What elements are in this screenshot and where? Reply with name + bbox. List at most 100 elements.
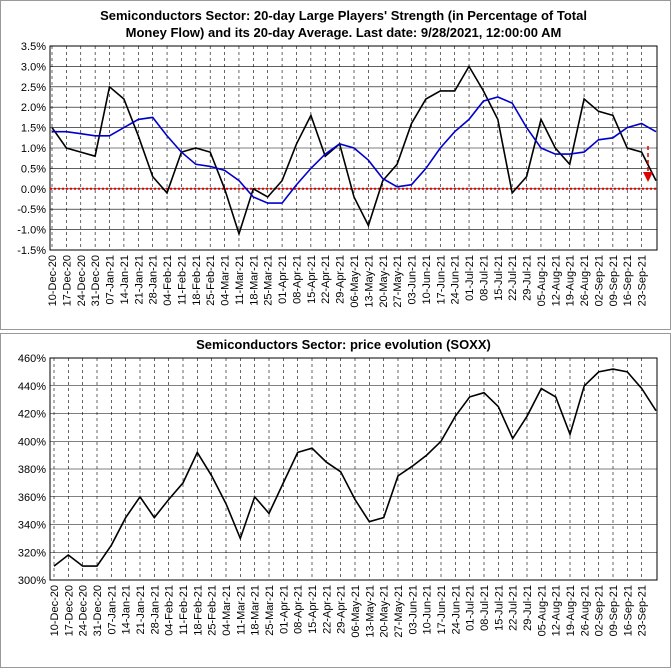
x-tick-label: 12-Aug-21 xyxy=(550,255,562,306)
x-tick-label: 09-Sep-21 xyxy=(608,585,620,636)
x-tick-label: 08-Apr-21 xyxy=(293,585,305,634)
x-tick-label: 01-Jul-21 xyxy=(464,255,476,301)
x-tick-label: 01-Apr-21 xyxy=(277,255,289,304)
x-tick-label: 31-Dec-20 xyxy=(90,255,102,306)
y-tick-label: 3.0% xyxy=(21,61,46,73)
x-tick-label: 04-Mar-21 xyxy=(220,255,232,306)
x-tick-label: 15-Apr-21 xyxy=(306,255,318,304)
chart-title: Money Flow) and its 20-day Average. Last… xyxy=(126,25,562,40)
x-tick-label: 01-Apr-21 xyxy=(278,585,290,634)
x-tick-label: 18-Feb-21 xyxy=(191,255,203,306)
x-tick-label: 10-Dec-20 xyxy=(49,585,61,636)
x-tick-label: 18-Feb-21 xyxy=(192,585,204,636)
x-tick-label: 28-Jan-21 xyxy=(148,255,160,305)
x-tick-label: 10-Jun-21 xyxy=(421,255,433,305)
y-tick-label: 300% xyxy=(18,575,46,587)
x-tick-label: 11-Feb-21 xyxy=(178,585,190,635)
x-tick-label: 18-Mar-21 xyxy=(250,585,262,636)
x-tick-label: 15-Jul-21 xyxy=(493,585,505,631)
x-tick-label: 25-Feb-21 xyxy=(205,255,217,306)
x-tick-label: 08-Apr-21 xyxy=(291,255,303,304)
y-tick-label: 320% xyxy=(18,547,46,559)
x-tick-label: 27-May-21 xyxy=(393,585,405,638)
y-tick-label: -1.5% xyxy=(17,245,46,257)
x-tick-label: 11-Feb-21 xyxy=(176,255,188,305)
y-tick-label: 380% xyxy=(18,464,46,476)
x-tick-label: 22-Apr-21 xyxy=(320,255,332,304)
x-tick-label: 15-Apr-21 xyxy=(307,585,319,634)
x-tick-label: 23-Sep-21 xyxy=(637,255,649,306)
x-tick-label: 16-Sep-21 xyxy=(622,585,634,636)
x-tick-label: 21-Jan-21 xyxy=(135,585,147,635)
x-tick-label: 15-Jul-21 xyxy=(493,255,505,301)
x-tick-label: 19-Aug-21 xyxy=(565,585,577,636)
x-tick-label: 19-Aug-21 xyxy=(565,255,577,306)
x-tick-label: 02-Sep-21 xyxy=(593,255,605,306)
x-tick-label: 05-Aug-21 xyxy=(536,255,548,306)
x-tick-label: 08-Jul-21 xyxy=(479,585,491,631)
x-tick-label: 24-Jun-21 xyxy=(450,585,462,635)
y-tick-label: 3.5% xyxy=(21,41,46,53)
x-tick-label: 09-Sep-21 xyxy=(608,255,620,306)
y-tick-label: 1.0% xyxy=(21,143,46,155)
x-tick-label: 06-May-21 xyxy=(349,255,361,308)
x-tick-label: 29-Apr-21 xyxy=(336,585,348,634)
y-tick-label: 440% xyxy=(18,381,46,393)
y-tick-label: 340% xyxy=(18,520,46,532)
x-tick-label: 04-Feb-21 xyxy=(164,585,176,636)
x-tick-label: 13-May-21 xyxy=(364,585,376,638)
x-tick-label: 28-Jan-21 xyxy=(149,585,161,635)
x-tick-label: 17-Jun-21 xyxy=(436,585,448,635)
x-tick-label: 06-May-21 xyxy=(350,585,362,638)
x-tick-label: 20-May-21 xyxy=(378,255,390,308)
x-tick-label: 25-Feb-21 xyxy=(207,585,219,636)
y-tick-label: 460% xyxy=(18,353,46,365)
x-tick-label: 17-Dec-20 xyxy=(63,585,75,636)
x-tick-label: 25-Mar-21 xyxy=(264,585,276,636)
x-tick-label: 14-Jan-21 xyxy=(119,255,131,305)
x-tick-label: 02-Sep-21 xyxy=(594,585,606,636)
x-tick-label: 25-Mar-21 xyxy=(263,255,275,306)
x-tick-label: 10-Jun-21 xyxy=(422,585,434,635)
x-tick-label: 24-Dec-20 xyxy=(78,585,90,636)
x-tick-label: 07-Jan-21 xyxy=(105,255,117,305)
x-tick-label: 17-Jun-21 xyxy=(435,255,447,305)
y-tick-label: 400% xyxy=(18,436,46,448)
x-tick-label: 03-Jun-21 xyxy=(407,585,419,635)
x-tick-label: 29-Jul-21 xyxy=(522,255,534,301)
y-tick-label: 420% xyxy=(18,409,46,421)
x-tick-label: 26-Aug-21 xyxy=(579,255,591,306)
x-tick-label: 05-Aug-21 xyxy=(536,585,548,636)
y-tick-label: 0.5% xyxy=(21,163,46,175)
y-tick-label: 0.0% xyxy=(21,184,46,196)
x-tick-label: 10-Dec-20 xyxy=(47,255,59,306)
y-tick-label: 2.5% xyxy=(21,82,46,94)
x-tick-label: 03-Jun-21 xyxy=(407,255,419,305)
x-tick-label: 11-Mar-21 xyxy=(235,585,247,635)
x-tick-label: 24-Dec-20 xyxy=(76,255,88,306)
x-tick-label: 11-Mar-21 xyxy=(234,255,246,305)
y-tick-label: -0.5% xyxy=(17,204,46,216)
x-tick-label: 16-Sep-21 xyxy=(622,255,634,306)
x-tick-label: 07-Jan-21 xyxy=(106,585,118,635)
x-tick-label: 04-Mar-21 xyxy=(221,585,233,636)
x-tick-label: 21-Jan-21 xyxy=(133,255,145,305)
annotation-arrow xyxy=(643,146,653,182)
x-tick-label: 17-Dec-20 xyxy=(61,255,73,306)
x-tick-label: 24-Jun-21 xyxy=(450,255,462,305)
x-tick-label: 08-Jul-21 xyxy=(478,255,490,301)
x-tick-label: 01-Jul-21 xyxy=(465,585,477,631)
y-tick-label: 360% xyxy=(18,492,46,504)
y-tick-label: 1.5% xyxy=(21,123,46,135)
y-tick-label: 2.0% xyxy=(21,102,46,114)
x-tick-label: 12-Aug-21 xyxy=(551,585,563,636)
x-tick-label: 27-May-21 xyxy=(392,255,404,308)
x-tick-label: 23-Sep-21 xyxy=(637,585,649,636)
x-tick-label: 18-Mar-21 xyxy=(248,255,260,306)
chart-title: Semiconductors Sector: 20-day Large Play… xyxy=(100,8,587,23)
x-tick-label: 29-Jul-21 xyxy=(522,585,534,631)
x-tick-label: 20-May-21 xyxy=(379,585,391,638)
data-line xyxy=(52,96,657,204)
x-tick-label: 31-Dec-20 xyxy=(92,585,104,636)
